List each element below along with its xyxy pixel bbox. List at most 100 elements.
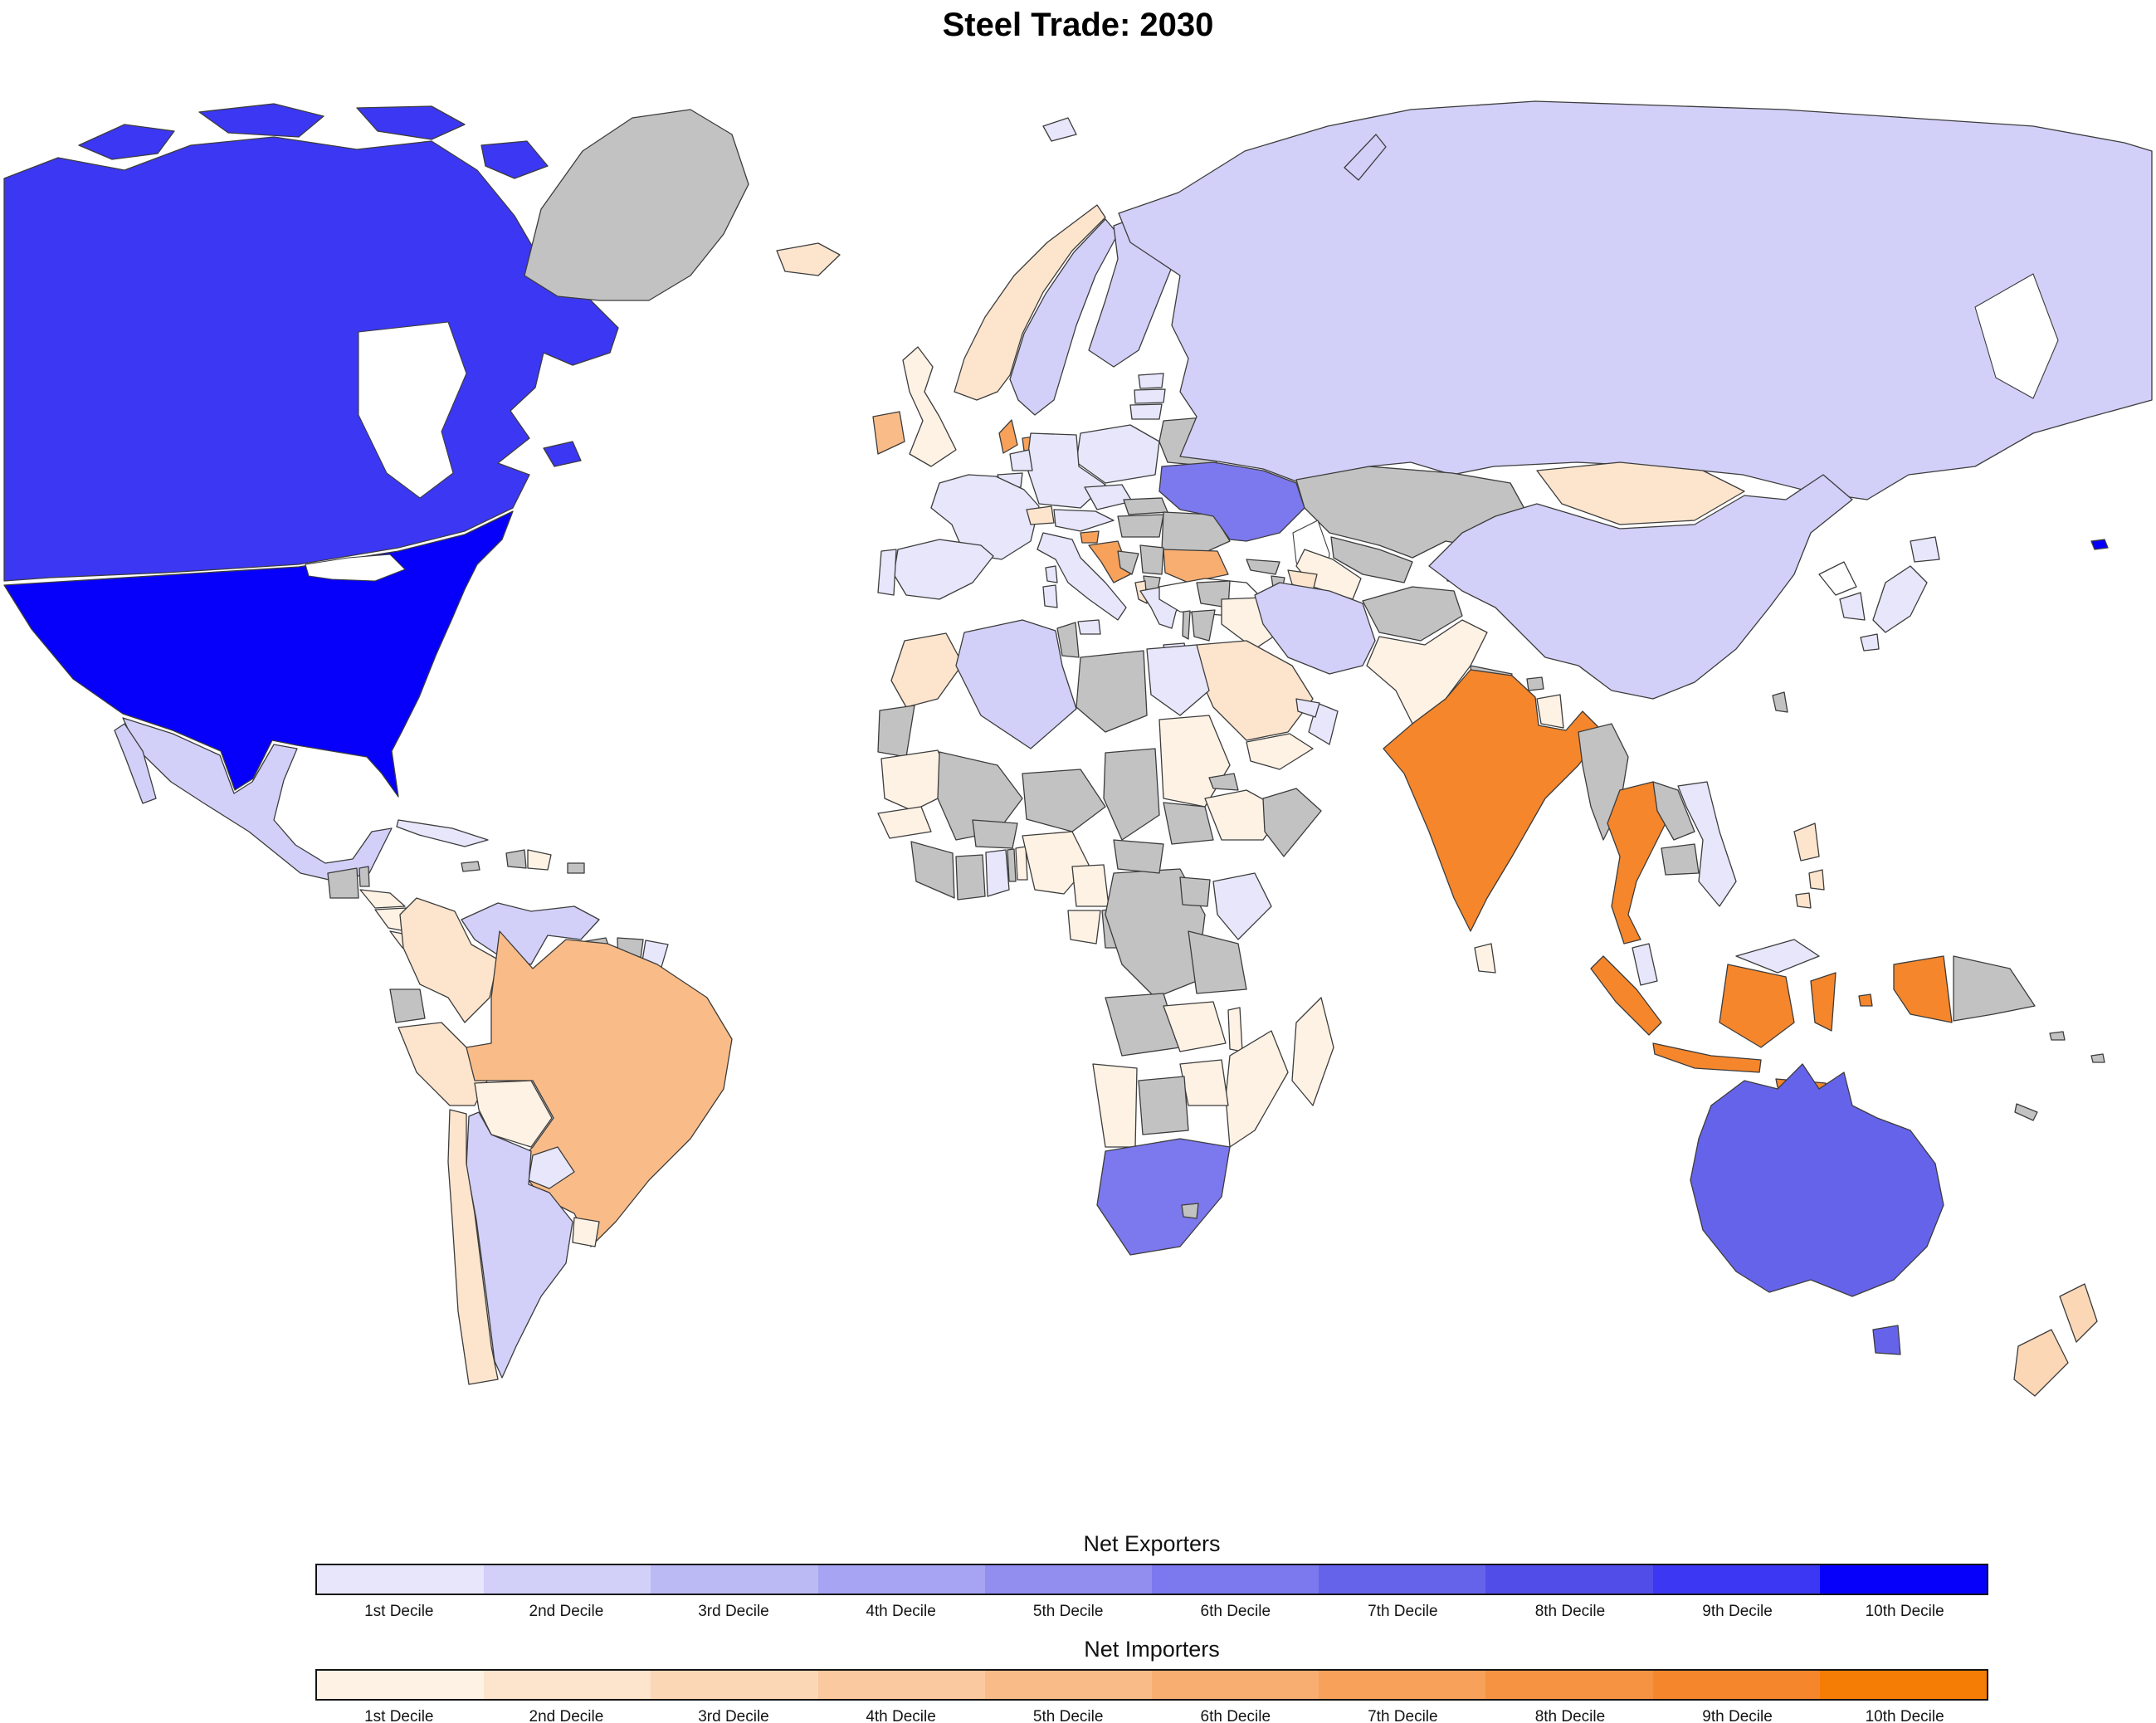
country-uk [902, 346, 957, 467]
country-cameroon [1071, 864, 1110, 907]
country-gabon [1067, 910, 1101, 944]
country-malaysia [1735, 939, 1820, 974]
country-algeria [955, 619, 1077, 749]
country-niger [1022, 769, 1106, 832]
country-bangladesh [1536, 694, 1564, 729]
country-japan [1910, 536, 1940, 563]
country-tanzania [1188, 930, 1247, 994]
country-tunisia [1056, 622, 1080, 658]
country-fiji [2090, 1053, 2105, 1063]
country-canada [198, 103, 324, 138]
exporters-legend-bar [315, 1564, 1988, 1595]
country-central-african-republic [1113, 839, 1164, 874]
exporters-legend-labels: 1st Decile 2nd Decile 3rd Decile 4th Decile… [315, 1603, 1988, 1621]
legend-segment-9 [1652, 1565, 1820, 1594]
country-cambodia [1661, 843, 1700, 876]
legend-label-1: 1st Decile [364, 1708, 434, 1723]
country-colombia [399, 897, 499, 1023]
country-bolivia [474, 1080, 553, 1148]
country-ukraine [1158, 461, 1305, 542]
country-morocco [890, 632, 963, 708]
importers-legend-bar [315, 1669, 1988, 1701]
country-canada [3, 136, 619, 582]
legend-label-2: 2nd Decile [529, 1603, 604, 1620]
country-philippines [1793, 822, 1820, 862]
legend-segment-2 [484, 1671, 651, 1699]
country-switzerland [1026, 505, 1055, 525]
country-ireland [872, 411, 905, 455]
country-benin [1015, 846, 1028, 881]
country-bhutan [1526, 676, 1544, 691]
legend-segment-1 [317, 1565, 485, 1594]
country-svalbard [1042, 117, 1077, 142]
country-new-caledonia [2014, 1103, 2038, 1121]
country-south-sudan [1163, 802, 1214, 845]
legend-label-9: 9th Decile [1702, 1603, 1773, 1620]
country-italy [1077, 619, 1101, 635]
country-venezuela [461, 902, 600, 965]
country-france [1045, 565, 1058, 583]
country-jamaica [461, 861, 480, 872]
country-russia [1344, 134, 1387, 181]
country-japan [1872, 565, 1928, 633]
legend-segment-4 [817, 1565, 985, 1594]
legend-segment-10 [1819, 1671, 1988, 1699]
country-uruguay [572, 1217, 600, 1247]
legend-label-6: 6th Decile [1200, 1708, 1271, 1723]
legend-segment-2 [484, 1565, 651, 1594]
legend-segment-5 [984, 1671, 1153, 1699]
country-mongolia [1536, 461, 1745, 525]
country-togo [1007, 848, 1017, 882]
legend-label-2: 2nd Decile [529, 1708, 604, 1723]
country-yemen [1246, 733, 1314, 770]
legend-segment-5 [984, 1565, 1153, 1594]
great-lakes [305, 554, 406, 582]
legend-label-10: 10th Decile [1865, 1708, 1944, 1723]
country-belize [359, 866, 370, 887]
country-austria [1053, 509, 1115, 532]
legend-segment-9 [1652, 1671, 1820, 1699]
country-ecuador [389, 988, 426, 1023]
country-indonesia [1652, 1042, 1762, 1073]
country-australia [1872, 1325, 1901, 1355]
country-philippines [1795, 892, 1812, 909]
importers-legend: Net Importers 1st Decile 2nd Decile 3rd De… [315, 1637, 1988, 1723]
country-haiti [505, 849, 527, 869]
country-north-korea [1818, 561, 1857, 596]
legend-label-4: 4th Decile [866, 1603, 936, 1620]
country-mexico [122, 717, 393, 882]
country-canada [78, 124, 175, 160]
legend-label-8: 8th Decile [1534, 1708, 1606, 1723]
country-indonesia [1858, 993, 1873, 1007]
country-ghana [985, 849, 1010, 897]
country-argentina [466, 1111, 573, 1379]
sea-of-okhotsk [1974, 273, 2059, 399]
legend-segment-8 [1485, 1671, 1653, 1699]
country-eritrea [1208, 773, 1239, 791]
country-japan [1860, 633, 1880, 652]
country-indonesia [1590, 955, 1662, 1036]
country-south-korea [1839, 592, 1866, 621]
legend-label-3: 3rd Decile [698, 1603, 769, 1620]
country-puerto-rico [567, 862, 585, 874]
country-zambia [1163, 1001, 1227, 1052]
country-denmark [998, 419, 1018, 454]
country-kenya [1212, 872, 1272, 940]
country-indonesia [1719, 964, 1795, 1048]
country-new-zealand [2059, 1283, 2098, 1343]
legend-label-7: 7th Decile [1368, 1603, 1438, 1620]
country-france [930, 474, 1040, 560]
country-sudan [1158, 715, 1231, 808]
country-dominican-republic [527, 849, 552, 871]
country-philippines [1808, 869, 1825, 891]
country-uae [1295, 698, 1320, 718]
legend-segment-10 [1819, 1565, 1988, 1594]
country-botswana [1138, 1076, 1189, 1135]
country-drc [1105, 868, 1206, 998]
country-new-zealand [2013, 1329, 2069, 1397]
country-canada [356, 105, 466, 140]
legend-label-9: 9th Decile [1702, 1708, 1773, 1723]
legend-segment-7 [1319, 1671, 1486, 1699]
exporters-legend-title: Net Exporters [1083, 1531, 1221, 1556]
